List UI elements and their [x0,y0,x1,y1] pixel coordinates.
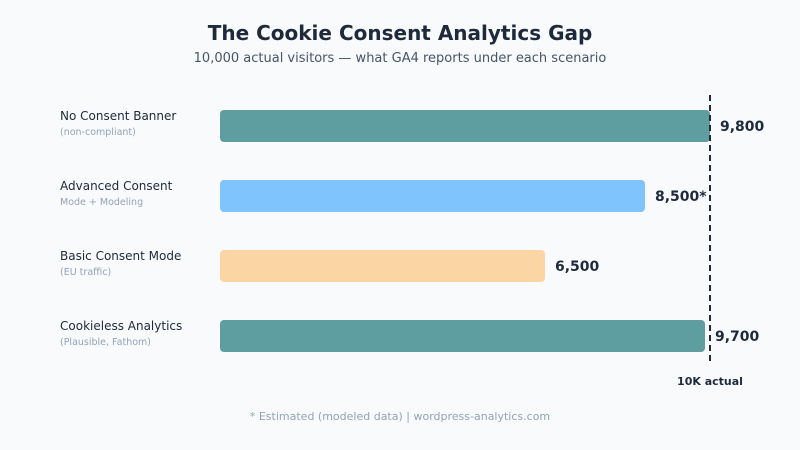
category-sublabel: (EU traffic) [60,267,111,278]
chart-subtitle: 10,000 actual visitors — what GA4 report… [194,51,607,66]
bar [220,110,710,142]
chart-title: The Cookie Consent Analytics Gap [208,21,593,45]
bar [220,180,645,212]
bar [220,320,705,352]
reference-line-label: 10K actual [677,375,743,388]
value-label: 8,500* [655,189,707,205]
category-sublabel: (Plausible, Fathom) [60,337,151,348]
category-label: No Consent Banner [60,109,176,123]
bar [220,250,545,282]
footnote: * Estimated (modeled data) | wordpress-a… [250,410,550,423]
category-label: Basic Consent Mode [60,249,181,263]
value-label: 6,500 [555,259,600,275]
category-sublabel: (non-compliant) [60,127,136,138]
category-sublabel: Mode + Modeling [60,197,143,208]
category-label: Cookieless Analytics [60,319,182,333]
category-label: Advanced Consent [60,179,173,193]
value-label: 9,800 [720,119,765,135]
value-label: 9,700 [715,329,760,345]
